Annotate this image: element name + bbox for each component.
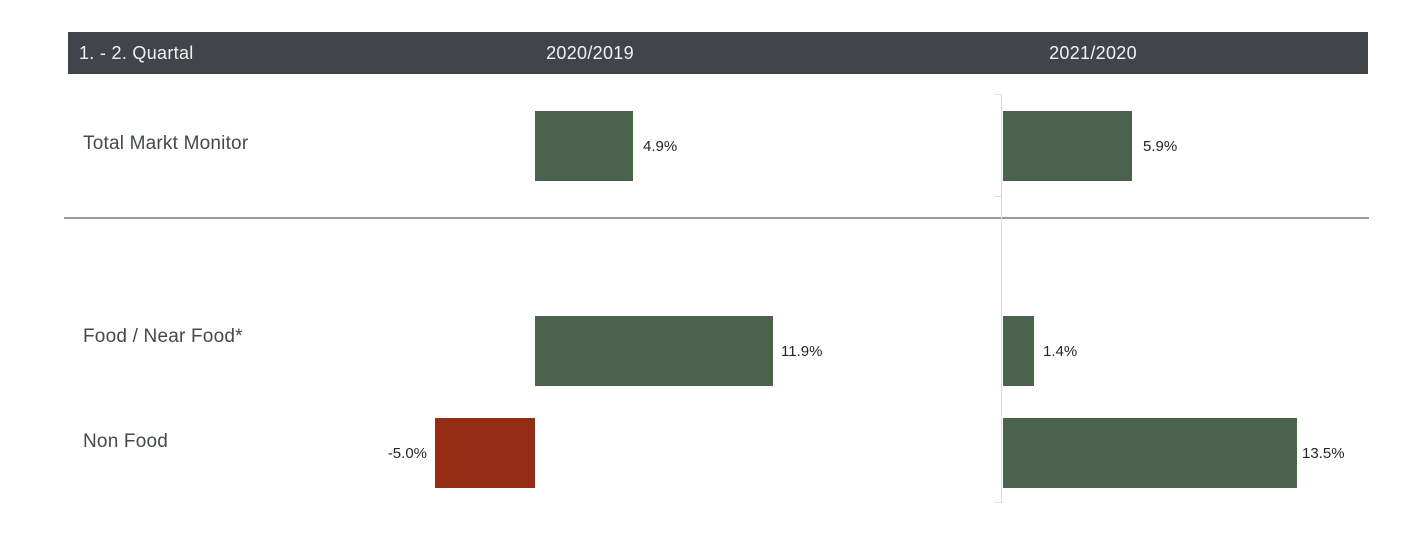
axis-tick-bottom [994,502,1001,503]
axis-tick-middle [994,196,1001,197]
bar-2020-2019-food-near-food [535,316,773,386]
category-label-food-near-food: Food / Near Food* [83,326,243,347]
header-col-2020-2019: 2020/2019 [546,42,634,63]
value-label-2020-2019-food-near-food: 11.9% [781,342,823,360]
bar-2021-2020-total-markt-monitor [1003,111,1132,181]
section-divider-line [64,217,1369,219]
table-header-bar: 1. - 2. Quartal [68,32,1368,74]
value-label-2021-2020-non-food: 13.5% [1302,444,1345,462]
value-label-2020-2019-total-markt-monitor: 4.9% [643,137,678,155]
header-period-label: 1. - 2. Quartal [79,42,194,63]
bar-2020-2019-non-food [435,418,535,488]
bar-2021-2020-food-near-food [1003,316,1034,386]
value-axis-line [1001,94,1002,503]
value-label-2021-2020-total-markt-monitor: 5.9% [1143,137,1178,155]
bar-2020-2019-total-markt-monitor [535,111,633,181]
axis-tick-top [994,94,1001,95]
value-label-2021-2020-food-near-food: 1.4% [1043,342,1078,360]
category-label-non-food: Non Food [83,431,169,452]
value-label-2020-2019-non-food: -5.0% [387,444,427,462]
category-label-total-markt-monitor: Total Markt Monitor [83,133,249,154]
header-col-2021-2020: 2021/2020 [1049,42,1137,63]
bar-2021-2020-non-food [1003,418,1298,488]
